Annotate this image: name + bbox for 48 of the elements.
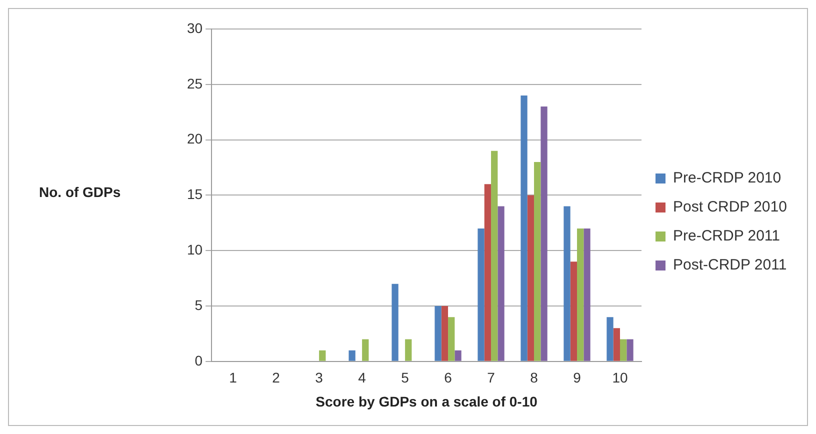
bar xyxy=(454,350,462,361)
y-tick-label: 30 xyxy=(186,20,203,36)
bar xyxy=(613,328,620,361)
legend-label: Post-CRDP 2011 xyxy=(673,256,787,274)
bar xyxy=(606,317,614,361)
bar xyxy=(527,195,534,361)
legend-label: Post CRDP 2010 xyxy=(673,198,787,216)
x-tick-label: 1 xyxy=(229,370,238,386)
bar xyxy=(491,150,498,361)
bar xyxy=(520,95,528,361)
bar xyxy=(620,339,627,361)
bar xyxy=(540,106,548,361)
bar xyxy=(484,184,492,361)
x-tick-label: 7 xyxy=(487,370,496,386)
bar xyxy=(577,228,584,361)
bar xyxy=(441,306,448,361)
bar xyxy=(534,162,541,361)
bar xyxy=(434,306,442,361)
x-tick-label: 2 xyxy=(272,370,280,386)
bar xyxy=(448,317,455,361)
bar xyxy=(348,350,356,361)
bar xyxy=(584,228,590,361)
y-tick-label: 0 xyxy=(194,352,203,368)
bar xyxy=(498,206,504,361)
bar xyxy=(392,284,398,361)
bar xyxy=(319,350,326,361)
bar xyxy=(478,228,484,361)
bar xyxy=(405,339,412,361)
x-tick-label: 9 xyxy=(573,370,582,386)
bar xyxy=(626,339,634,361)
y-tick-label: 15 xyxy=(186,186,203,202)
x-tick-label: 8 xyxy=(530,370,538,386)
x-axis-title: Score by GDPs on a scale of 0-10 xyxy=(316,393,538,410)
x-tick-label: 5 xyxy=(401,370,410,386)
x-tick-label: 4 xyxy=(358,370,366,386)
y-axis-title: No. of GDPs xyxy=(39,184,121,200)
y-tick-label: 20 xyxy=(186,130,203,147)
bar xyxy=(362,339,369,361)
y-tick-label: 10 xyxy=(186,241,203,258)
x-tick-label: 3 xyxy=(315,370,324,386)
y-tick-label: 5 xyxy=(194,296,203,313)
legend-label: Pre-CRDP 2010 xyxy=(673,170,782,187)
bar xyxy=(564,206,570,361)
legend-label: Pre-CRDP 2011 xyxy=(673,228,780,245)
y-tick-label: 25 xyxy=(186,75,203,92)
bar xyxy=(570,262,578,361)
x-tick-label: 6 xyxy=(444,370,452,386)
x-tick-label: 10 xyxy=(612,370,628,386)
